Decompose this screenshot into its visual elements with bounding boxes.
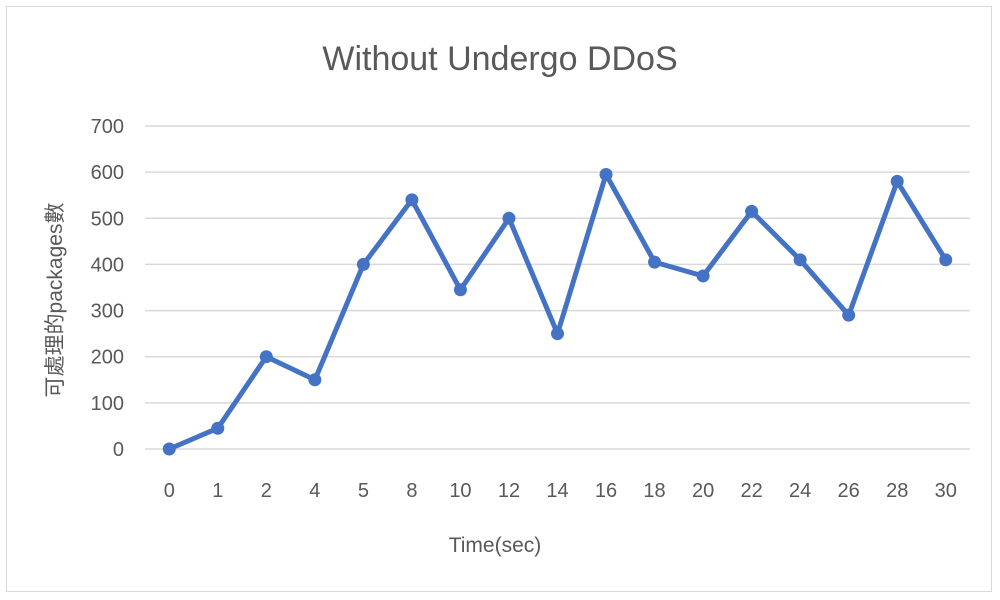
gridlines: [145, 125, 970, 450]
y-axis-label: 可處理的packages數: [44, 203, 67, 398]
data-point: [551, 327, 564, 341]
y-axis-ticks: 0 100 200 300 400 500 600 700: [91, 116, 124, 461]
x-tick-label: 4: [309, 480, 320, 502]
y-tick-label: 600: [91, 162, 124, 184]
data-point: [842, 308, 856, 322]
x-tick-label: 8: [406, 480, 417, 502]
data-point: [696, 269, 710, 283]
x-tick-label: 24: [789, 480, 811, 502]
x-axis-ticks: 0 1 2 4 5 8 10 12 14 16 18 20 22 24 26 28 30: [164, 480, 957, 502]
x-tick-label: 14: [546, 480, 568, 502]
x-tick-label: 30: [935, 480, 957, 502]
data-point: [890, 174, 904, 188]
series-layer: [162, 167, 953, 456]
x-tick-label: 22: [740, 480, 762, 502]
y-tick-label: 0: [113, 439, 124, 461]
data-point: [405, 193, 419, 207]
y-tick-label: 100: [91, 393, 124, 415]
series-line: [166, 171, 949, 452]
chart-title: Without Undergo DDoS: [322, 40, 677, 78]
data-point: [308, 373, 322, 387]
data-point: [453, 283, 467, 297]
data-point: [648, 255, 662, 269]
data-point: [939, 253, 953, 267]
x-tick-label: 20: [692, 480, 714, 502]
x-tick-label: 16: [595, 480, 617, 502]
y-tick-label: 500: [91, 208, 124, 230]
data-point: [259, 350, 273, 364]
y-tick-label: 300: [91, 301, 124, 323]
x-tick-label: 26: [838, 480, 860, 502]
data-point: [162, 442, 176, 456]
x-tick-label: 12: [498, 480, 520, 502]
data-point: [745, 204, 759, 218]
x-tick-label: 5: [358, 480, 369, 502]
y-tick-label: 700: [91, 116, 124, 138]
data-point: [793, 253, 807, 267]
x-tick-label: 2: [261, 480, 272, 502]
data-point: [356, 257, 370, 271]
data-point: [211, 421, 225, 435]
x-tick-label: 0: [164, 480, 175, 502]
y-tick-label: 200: [91, 347, 124, 369]
x-tick-label: 28: [886, 480, 908, 502]
x-axis-label: Time(sec): [449, 534, 542, 557]
y-tick-label: 400: [91, 254, 124, 276]
data-point: [599, 167, 613, 181]
data-point: [502, 211, 516, 225]
x-tick-label: 1: [212, 480, 223, 502]
chart-frame: [6, 6, 992, 592]
x-tick-label: 18: [643, 480, 665, 502]
x-tick-label: 10: [449, 480, 471, 502]
